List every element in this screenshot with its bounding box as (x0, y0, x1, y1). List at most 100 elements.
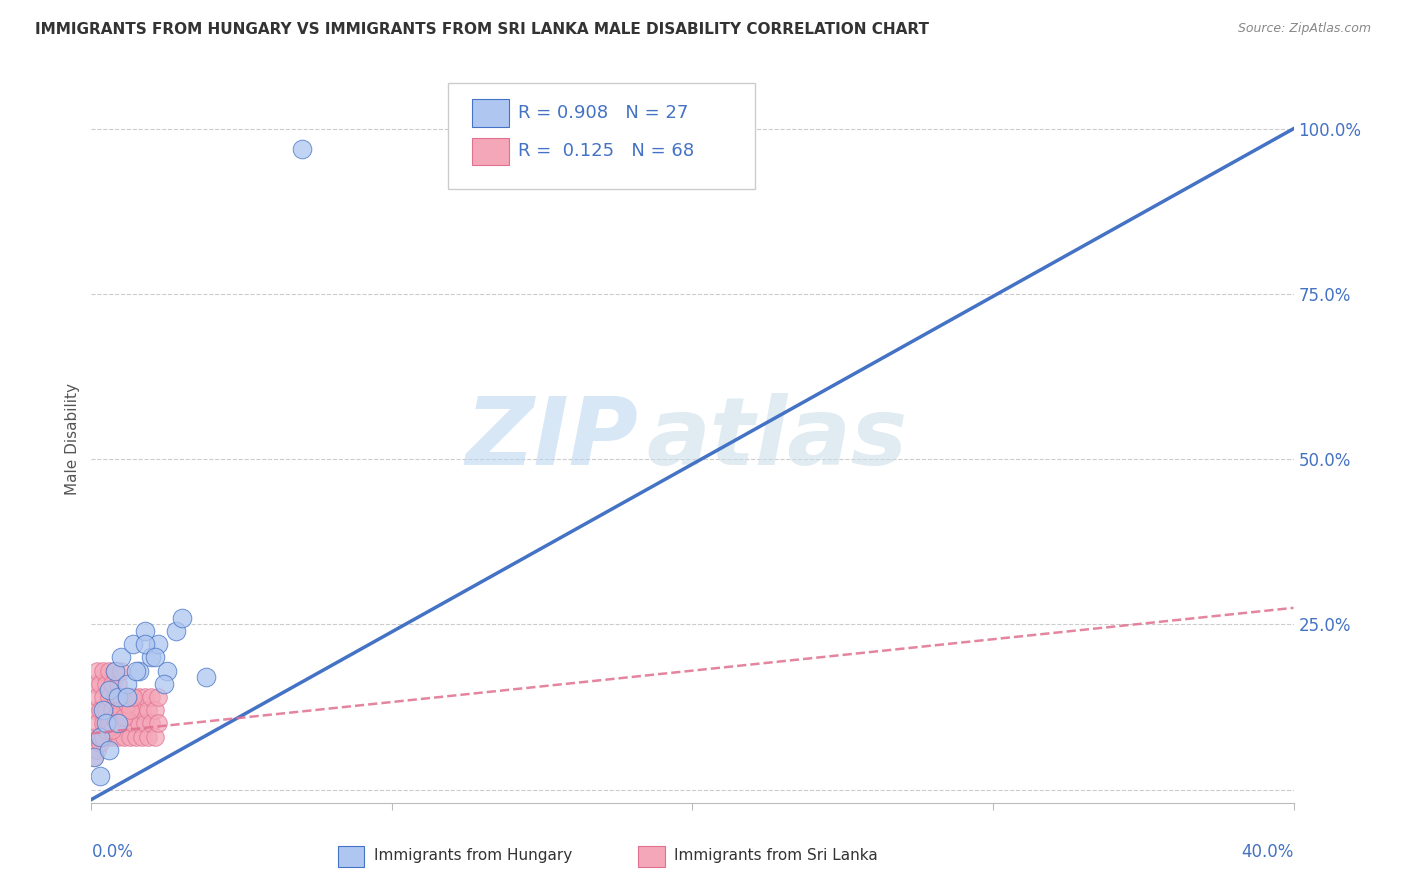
Point (143, 703, 166, 717)
Y-axis label: Male Disability: Male Disability (65, 384, 80, 495)
Point (122, 690, 145, 704)
Point (86, 716, 108, 731)
Point (138, 703, 160, 717)
Point (125, 730, 148, 744)
Point (122, 637, 145, 651)
Point (101, 703, 124, 717)
Point (114, 703, 136, 717)
Point (83, 730, 105, 744)
Point (98, 716, 121, 731)
Point (110, 716, 132, 731)
Point (83, 703, 105, 717)
Point (291, 142, 314, 156)
Point (134, 716, 156, 731)
Point (93, 664, 115, 678)
Point (93, 730, 115, 744)
Point (138, 730, 160, 744)
Point (107, 677, 129, 691)
Point (93, 690, 115, 704)
Point (134, 637, 156, 651)
Point (134, 690, 156, 704)
Point (98, 664, 121, 678)
Point (120, 703, 142, 717)
Bar (472, 99, 509, 127)
Point (98, 683, 121, 698)
Point (134, 624, 156, 638)
Point (107, 730, 129, 744)
Point (114, 730, 136, 744)
Text: IMMIGRANTS FROM HUNGARY VS IMMIGRANTS FROM SRI LANKA MALE DISABILITY CORRELATION: IMMIGRANTS FROM HUNGARY VS IMMIGRANTS FR… (35, 22, 929, 37)
Point (165, 624, 187, 638)
Point (89, 730, 111, 744)
Point (96, 730, 118, 744)
Text: 0.0%: 0.0% (91, 843, 134, 861)
Point (101, 723, 124, 737)
Point (117, 690, 139, 704)
Point (128, 690, 150, 704)
Text: R = 0.908   N = 27: R = 0.908 N = 27 (519, 103, 689, 122)
Bar (337, 847, 364, 867)
Bar (472, 137, 509, 165)
Point (107, 716, 129, 731)
Point (104, 710, 127, 724)
Point (117, 690, 139, 704)
Point (110, 703, 132, 717)
Point (125, 664, 148, 678)
Point (110, 664, 132, 678)
Point (110, 690, 132, 704)
Text: ZIP: ZIP (465, 393, 638, 485)
Point (131, 703, 153, 717)
Point (89, 703, 111, 717)
Point (96, 723, 118, 737)
FancyBboxPatch shape (449, 83, 755, 188)
Point (107, 703, 129, 717)
Point (89, 677, 111, 691)
Text: Immigrants from Hungary: Immigrants from Hungary (374, 848, 572, 863)
Point (114, 710, 136, 724)
Point (83, 749, 105, 764)
Point (131, 730, 153, 744)
Point (98, 716, 121, 731)
Point (143, 730, 166, 744)
Point (89, 736, 111, 750)
Point (98, 743, 121, 757)
Point (98, 690, 121, 704)
Point (117, 677, 139, 691)
Point (86, 664, 108, 678)
Point (125, 703, 148, 717)
Text: 40.0%: 40.0% (1241, 843, 1294, 861)
Point (101, 677, 124, 691)
Point (96, 716, 118, 731)
Point (194, 670, 217, 684)
Point (83, 749, 105, 764)
Point (104, 664, 127, 678)
Point (155, 664, 177, 678)
Point (93, 703, 115, 717)
Point (152, 677, 174, 691)
Point (110, 650, 132, 665)
Point (104, 690, 127, 704)
Point (89, 769, 111, 783)
Point (170, 611, 193, 625)
Point (86, 743, 108, 757)
Point (117, 697, 139, 711)
Point (89, 730, 111, 744)
Point (128, 716, 150, 731)
Point (122, 690, 145, 704)
Point (104, 716, 127, 731)
Point (146, 637, 169, 651)
Point (120, 703, 142, 717)
Point (141, 690, 163, 704)
Bar (638, 847, 665, 867)
Point (96, 703, 118, 717)
Point (143, 650, 166, 665)
Point (146, 716, 169, 731)
Point (120, 730, 142, 744)
Point (122, 716, 145, 731)
Point (93, 716, 115, 731)
Point (117, 716, 139, 731)
Point (96, 677, 118, 691)
Point (107, 690, 129, 704)
Point (104, 664, 127, 678)
Text: Immigrants from Sri Lanka: Immigrants from Sri Lanka (675, 848, 879, 863)
